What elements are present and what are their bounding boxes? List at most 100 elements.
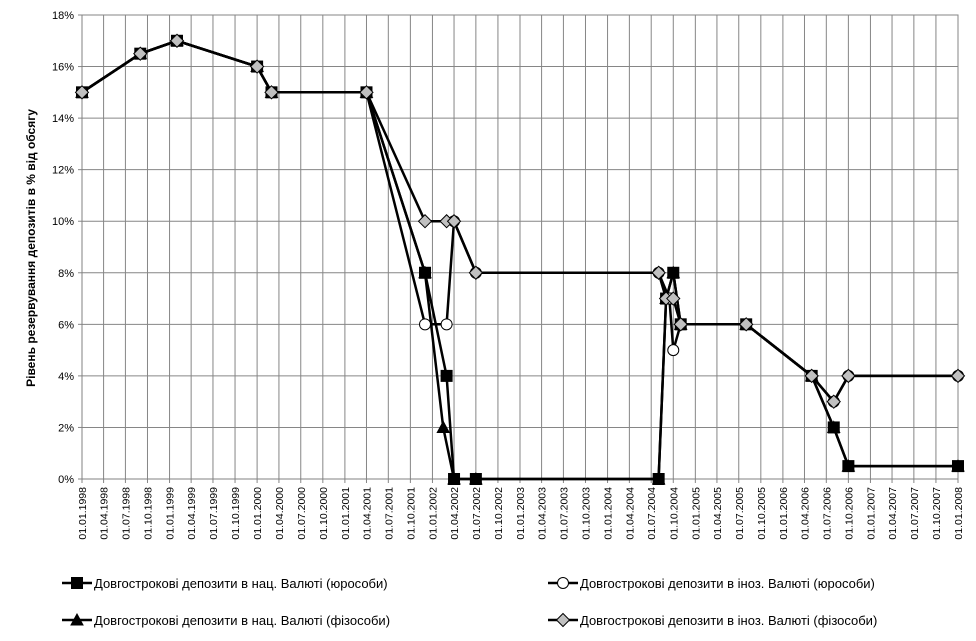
x-tick-label: 01.01.2008 xyxy=(953,487,965,540)
x-tick-label: 01.01.2007 xyxy=(865,487,877,540)
x-tick-label: 01.07.2003 xyxy=(558,487,570,540)
marker-triangle xyxy=(436,420,451,433)
x-tick-label: 01.10.1998 xyxy=(142,487,154,540)
marker-triangle xyxy=(826,420,841,433)
x-tick-label: 01.10.2005 xyxy=(756,487,768,540)
x-tick-label: 01.10.2001 xyxy=(405,487,417,540)
marker-diamond xyxy=(841,368,856,384)
x-tick-label: 01.04.2004 xyxy=(624,487,636,540)
x-tick-label: 01.04.2001 xyxy=(361,487,373,540)
legend-item: Довгострокові депозити в нац. Валюті (фі… xyxy=(62,612,390,628)
marker-triangle xyxy=(651,471,666,485)
y-tick-label: 0% xyxy=(58,474,74,486)
x-tick-label: 01.01.2006 xyxy=(778,487,790,540)
y-tick-label: 8% xyxy=(58,268,74,280)
y-tick-label: 2% xyxy=(58,422,74,434)
marker-diamond xyxy=(74,85,90,100)
marker-circle xyxy=(557,577,569,589)
marker-diamond xyxy=(264,85,279,100)
x-tick-label: 01.10.2007 xyxy=(931,487,943,540)
x-tick-label: 01.10.2003 xyxy=(580,487,592,540)
x-tick-label: 01.04.2000 xyxy=(274,487,286,540)
legend-item: Довгострокові депозити в іноз. Валюті (ф… xyxy=(548,612,877,628)
x-tick-label: 01.01.2000 xyxy=(252,487,264,540)
marker-diamond xyxy=(804,368,819,384)
x-tick-label: 01.07.2005 xyxy=(734,487,746,540)
marker-square xyxy=(440,369,453,382)
x-tick-label: 01.10.2004 xyxy=(668,487,680,540)
marker-diamond xyxy=(359,85,374,100)
y-tick-label: 4% xyxy=(58,371,74,383)
y-tick-label: 12% xyxy=(52,165,74,177)
axes: 0% 2% 4% 6% 8% 10% 12% 14% 16% 18% 01.01.1998 01.04… xyxy=(52,10,965,540)
marker-triangle xyxy=(666,265,681,279)
x-tick-label: 01.07.2007 xyxy=(909,487,921,540)
marker-diamond xyxy=(651,265,666,280)
legend: Довгострокові депозити в нац. Валюті (юр… xyxy=(62,576,877,628)
x-tick-label: 01.10.1999 xyxy=(230,487,242,540)
y-axis-label: Рівень резервування депозитів в % від об… xyxy=(24,109,38,387)
x-tick-label: 01.04.1999 xyxy=(186,487,198,540)
marker-circle xyxy=(419,318,432,331)
legend-item: Довгострокові депозити в іноз. Валюті (ю… xyxy=(548,576,875,591)
marker-diamond xyxy=(738,317,754,332)
marker-diamond xyxy=(468,265,484,280)
x-tick-label: 01.01.2001 xyxy=(340,487,352,540)
grid xyxy=(81,14,959,480)
x-tick-label: 01.01.2005 xyxy=(690,487,702,540)
marker-triangle xyxy=(841,459,856,472)
x-tick-label: 01.04.2005 xyxy=(712,487,724,540)
marker-triangle xyxy=(469,471,483,485)
x-tick-label: 01.07.2004 xyxy=(646,487,658,540)
marker-circle xyxy=(667,344,680,357)
x-tick-label: 01.04.1998 xyxy=(99,487,111,540)
x-tick-label: 01.01.1999 xyxy=(165,487,177,540)
x-tick-label: 01.10.2000 xyxy=(318,487,330,540)
series-markers xyxy=(74,33,966,485)
x-tick-label: 01.04.2007 xyxy=(887,487,899,540)
x-tick-label: 01.07.2000 xyxy=(296,487,308,540)
x-tick-label: 01.07.2006 xyxy=(821,487,833,540)
x-tick-label: 01.04.2003 xyxy=(537,487,549,540)
y-tick-label: 14% xyxy=(52,113,74,125)
x-tick-label: 01.04.2002 xyxy=(449,487,461,540)
marker-diamond xyxy=(169,33,185,48)
marker-triangle xyxy=(418,265,432,279)
x-tick-label: 01.01.1998 xyxy=(77,487,89,540)
marker-triangle xyxy=(951,459,965,472)
y-tick-label: 6% xyxy=(58,319,74,331)
x-tick-label: 01.01.2003 xyxy=(515,487,527,540)
x-tick-label: 01.07.1999 xyxy=(208,487,220,540)
legend-item: Довгострокові депозити в нац. Валюті (юр… xyxy=(62,576,388,591)
marker-circle xyxy=(440,318,453,331)
x-tick-label: 01.10.2006 xyxy=(843,487,855,540)
marker-diamond xyxy=(555,612,571,628)
legend-label: Довгострокові депозити в іноз. Валюті (ф… xyxy=(580,613,877,628)
legend-label: Довгострокові депозити в нац. Валюті (фі… xyxy=(94,613,390,628)
x-tick-label: 01.07.2001 xyxy=(383,487,395,540)
marker-diamond xyxy=(666,291,681,306)
x-tick-label: 01.07.2002 xyxy=(471,487,483,540)
x-tick-label: 01.04.2006 xyxy=(799,487,811,540)
marker-diamond xyxy=(133,46,148,61)
marker-triangle xyxy=(70,612,84,626)
marker-diamond xyxy=(249,59,265,74)
x-tick-label: 01.01.2004 xyxy=(603,487,615,540)
x-tick-label: 01.01.2002 xyxy=(427,487,439,540)
x-tick-label: 01.07.1998 xyxy=(120,487,132,540)
marker-square xyxy=(71,577,83,589)
marker-diamond xyxy=(417,214,433,229)
y-tick-label: 18% xyxy=(52,10,74,22)
marker-diamond xyxy=(950,368,966,384)
marker-diamond xyxy=(673,317,688,332)
legend-label: Довгострокові депозити в іноз. Валюті (ю… xyxy=(580,576,875,591)
marker-diamond xyxy=(826,394,841,409)
legend-label: Довгострокові депозити в нац. Валюті (юр… xyxy=(94,576,388,591)
y-tick-label: 10% xyxy=(52,216,74,228)
marker-diamond xyxy=(446,214,462,229)
marker-triangle xyxy=(447,471,461,485)
y-tick-label: 16% xyxy=(52,62,74,74)
x-tick-label: 01.10.2002 xyxy=(493,487,505,540)
